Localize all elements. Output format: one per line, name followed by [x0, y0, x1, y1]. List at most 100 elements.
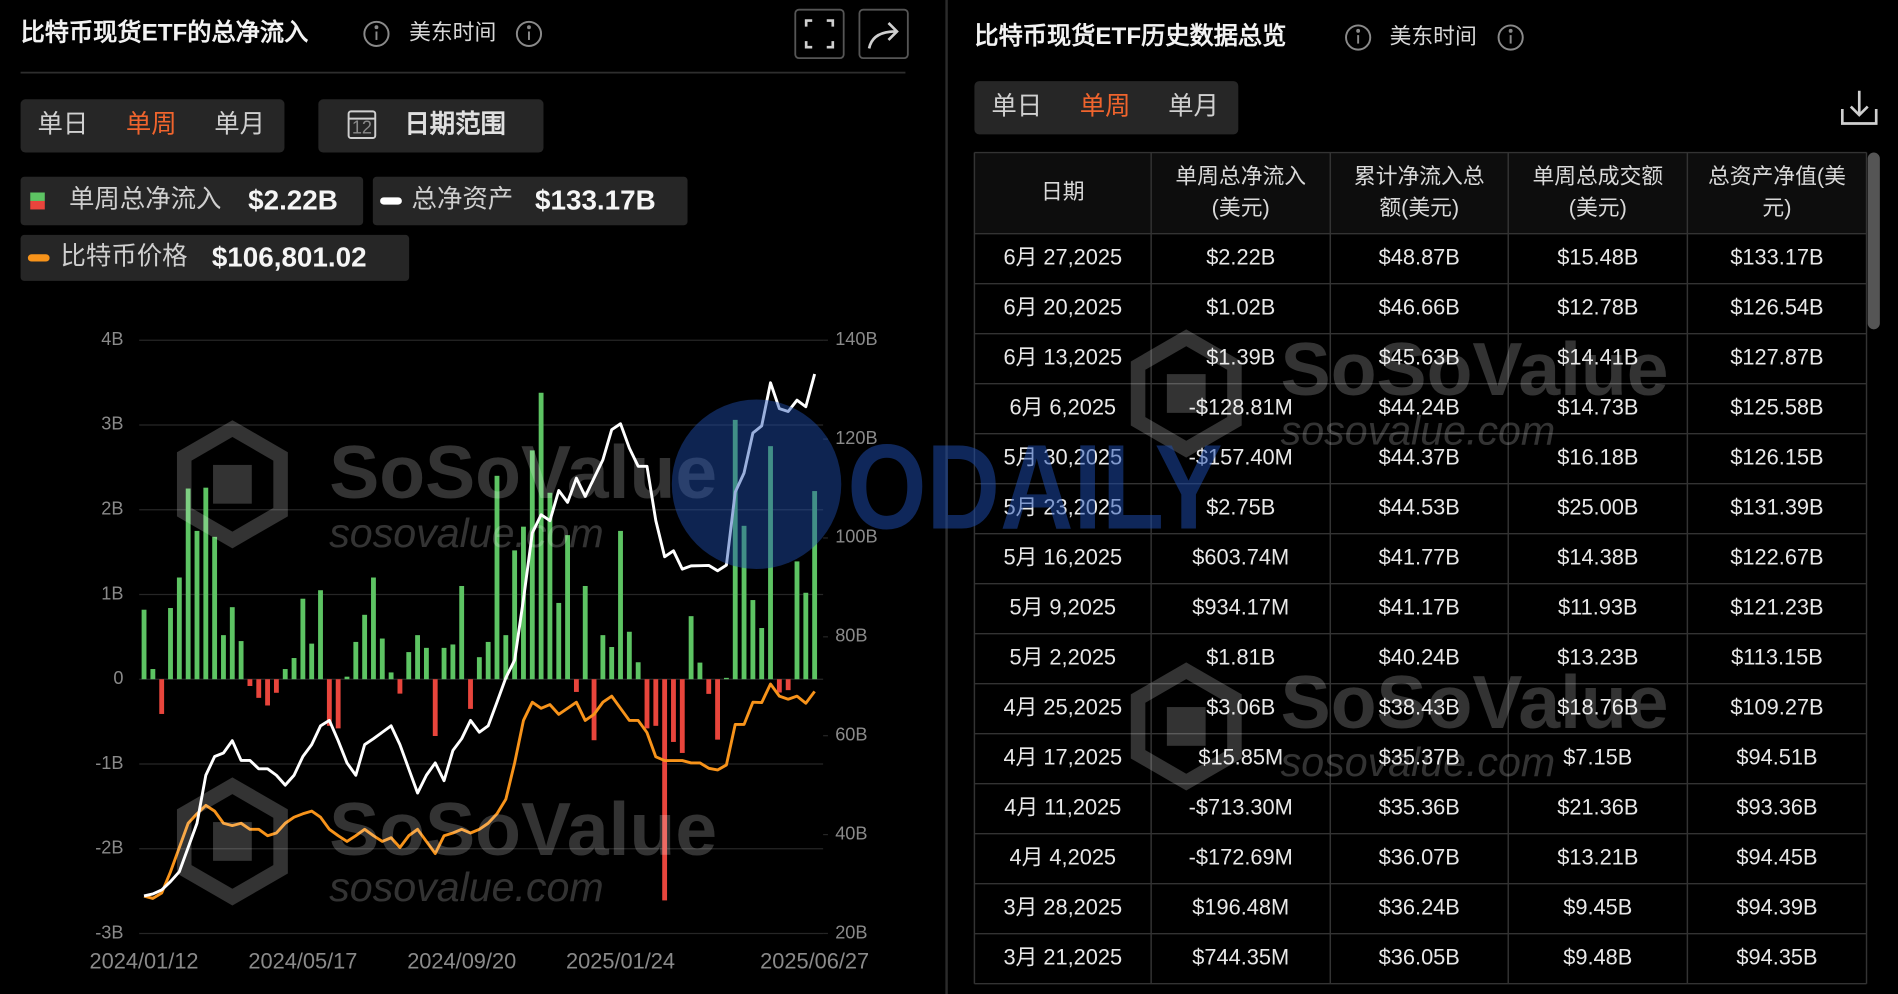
table-cell: $94.51B [1736, 744, 1817, 769]
table-cell: 6月 20,2025 [1003, 294, 1122, 319]
scrollbar[interactable] [1867, 152, 1880, 330]
bar [715, 679, 721, 740]
info-icon[interactable] [1497, 24, 1524, 51]
bar [344, 676, 350, 680]
y-tick-label: 1B [101, 583, 123, 603]
column-header: 日期 [1041, 179, 1085, 204]
table-cell: $11.93B [1558, 594, 1638, 619]
table-cell: 6月 27,2025 [1003, 244, 1122, 269]
range-tab[interactable]: 单日 [991, 92, 1042, 120]
panel-title: 比特币现货ETF历史数据总览 [974, 22, 1286, 50]
bar [300, 598, 306, 680]
bar [397, 679, 403, 694]
bar [185, 488, 191, 680]
table-cell: $113.15B [1731, 644, 1823, 669]
bar [150, 669, 156, 680]
column-header: (美元) [1212, 195, 1270, 220]
x-tick-label: 2024/09/20 [407, 948, 516, 973]
bar [688, 616, 694, 680]
legend-marker [27, 254, 50, 262]
table-cell: 4月 4,2025 [1009, 844, 1116, 869]
x-tick-label: 2024/01/12 [90, 948, 199, 973]
bar [547, 492, 553, 680]
table-cell: -$157.40M [1189, 444, 1293, 469]
watermark-brand: SoSoValue [329, 787, 717, 871]
table-cell: $9.48B [1563, 944, 1632, 969]
table-cell: $45.63B [1379, 344, 1460, 369]
bar [238, 641, 244, 680]
bar [529, 450, 535, 680]
legend-name: 单周总净流入 [69, 186, 221, 214]
info-icon[interactable] [1345, 24, 1372, 51]
range-tab[interactable]: 单日 [38, 111, 89, 139]
watermark-logo [176, 420, 288, 549]
timezone-label: 美东时间 [1390, 23, 1477, 48]
table-header [974, 152, 1867, 234]
table-cell: $3.06B [1206, 694, 1275, 719]
table-cell: $2.22B [1206, 244, 1275, 269]
download-button[interactable] [1840, 90, 1878, 125]
bar [503, 635, 509, 680]
table-cell: 3月 21,2025 [1003, 944, 1122, 969]
table-cell: $744.35M [1192, 944, 1289, 969]
range-tab[interactable]: 单月 [1168, 92, 1219, 120]
table-cell: $38.43B [1379, 694, 1460, 719]
table-cell: $13.21B [1557, 844, 1638, 869]
panel-title: 比特币现货ETF的总净流入 [21, 18, 309, 46]
bar [141, 609, 147, 680]
y-tick-label: -2B [95, 838, 123, 858]
table-cell: $2.75B [1206, 494, 1275, 519]
table-cell: 5月 23,2025 [1003, 494, 1122, 519]
table-cell: $13.23B [1557, 644, 1638, 669]
legend-value: $133.17B [535, 185, 656, 216]
bar [635, 662, 641, 680]
watermark-logo [176, 777, 288, 906]
column-header: 单周总成交额 [1532, 164, 1663, 189]
column-header: 累计净流入总 [1354, 164, 1485, 189]
range-tab[interactable]: 单月 [214, 111, 265, 139]
bar [450, 644, 456, 680]
bar [459, 585, 465, 680]
bar [732, 419, 738, 680]
table-cell: $125.58B [1730, 394, 1823, 419]
watermark-logo [1166, 374, 1206, 413]
share-button[interactable] [858, 8, 909, 60]
table-cell: $41.17B [1379, 594, 1460, 619]
range-tab[interactable]: 单周 [126, 111, 177, 139]
bar [750, 600, 756, 680]
line-series [143, 373, 817, 898]
bar [697, 662, 703, 680]
bar [388, 672, 394, 680]
x-tick-label: 2025/01/24 [566, 948, 675, 973]
info-icon[interactable] [363, 20, 390, 47]
y2-tick-label: 100B [835, 527, 877, 547]
y-tick-label: -1B [95, 753, 123, 773]
watermark-logo [213, 822, 252, 861]
column-header: 元) [1762, 195, 1791, 220]
bar [538, 392, 544, 680]
range-tab[interactable]: 单周 [1080, 92, 1131, 120]
x-tick-label: 2025/06/27 [760, 948, 869, 973]
bar [335, 679, 341, 729]
table-cell: $109.27B [1730, 694, 1823, 719]
bar [582, 585, 588, 680]
bar [485, 641, 491, 680]
range-tab-group [974, 81, 1239, 135]
x-tick-label: 2024/05/17 [248, 948, 357, 973]
fullscreen-button[interactable] [794, 8, 845, 60]
y2-tick-label: 140B [835, 329, 877, 349]
bar [265, 679, 270, 706]
watermark-logo [1130, 662, 1242, 791]
calendar-day: 12 [352, 118, 372, 138]
range-tab-group [20, 99, 285, 153]
bar [468, 679, 473, 709]
table-cell: 3月 28,2025 [1003, 894, 1122, 919]
legend-marker [30, 192, 45, 201]
bar [476, 657, 482, 680]
bar [812, 491, 818, 680]
table-cell: $934.17M [1192, 594, 1289, 619]
info-icon[interactable] [515, 20, 543, 47]
bar [379, 638, 385, 680]
timezone-label: 美东时间 [409, 20, 496, 45]
